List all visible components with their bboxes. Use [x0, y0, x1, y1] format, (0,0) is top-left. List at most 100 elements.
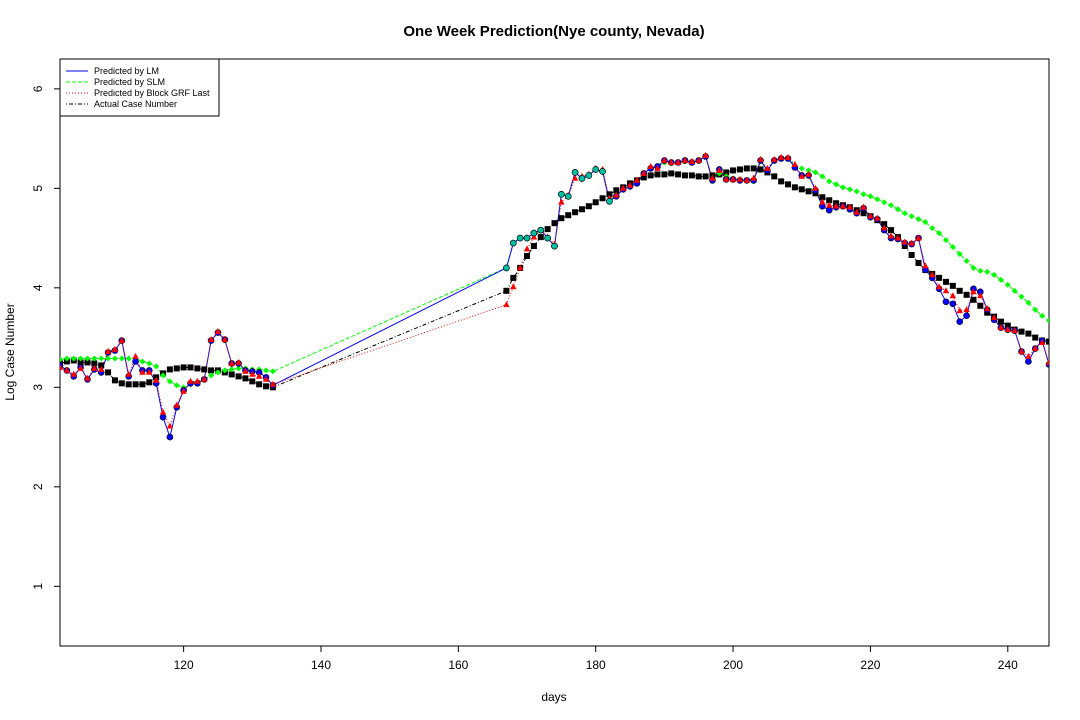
- grf-point: [166, 422, 174, 429]
- slm-point: [984, 268, 991, 275]
- slm-point: [798, 165, 805, 172]
- actual-point: [791, 184, 798, 191]
- actual-point: [743, 165, 750, 172]
- actual-point: [194, 365, 201, 372]
- y-axis-label: Log Case Number: [3, 303, 17, 400]
- overlap-point: [592, 166, 600, 173]
- grf-point: [894, 234, 902, 241]
- actual-point: [599, 195, 606, 202]
- grf-point: [180, 387, 187, 394]
- grf-point: [723, 175, 730, 182]
- grf-point: [970, 288, 977, 295]
- grf-point: [709, 174, 716, 181]
- slm-point: [84, 355, 91, 362]
- slm-point: [125, 355, 132, 362]
- slm-point: [963, 257, 970, 264]
- lm-point: [160, 414, 167, 421]
- overlap-point: [571, 169, 579, 176]
- slm-point: [146, 360, 153, 367]
- slm-point: [915, 216, 922, 223]
- grf-point: [661, 156, 668, 163]
- slm-point: [221, 367, 228, 374]
- slm-point: [991, 271, 998, 278]
- slm-point: [812, 169, 819, 176]
- actual-point: [977, 302, 984, 309]
- grf-point: [846, 203, 854, 210]
- grf-point: [832, 202, 840, 209]
- overlap-point: [606, 197, 613, 205]
- actual-point: [558, 215, 565, 222]
- x-tick-label: 120: [174, 658, 194, 672]
- lm-point: [977, 288, 984, 295]
- slm-point: [98, 355, 105, 362]
- lm-point-outline: [942, 298, 950, 306]
- grf-point: [997, 324, 1005, 331]
- actual-point: [125, 381, 132, 388]
- grf-point: [1032, 344, 1039, 351]
- lm-point: [1025, 358, 1032, 365]
- lm-point: [956, 318, 963, 325]
- grf-point: [757, 155, 764, 162]
- grf-point: [791, 160, 799, 167]
- grf-point: [146, 368, 153, 375]
- grf-point: [874, 214, 881, 221]
- actual-point: [702, 173, 709, 180]
- slm-point: [160, 372, 167, 379]
- actual-point: [572, 209, 579, 216]
- slm-point: [942, 237, 949, 244]
- overlap-point: [551, 242, 558, 250]
- overlap-point: [585, 172, 593, 179]
- grf-point: [812, 184, 819, 191]
- y-tick-label: 2: [31, 483, 45, 490]
- grf-point: [819, 198, 826, 205]
- grf-point: [207, 335, 215, 342]
- slm-point: [111, 355, 118, 362]
- legend-box: [59, 58, 220, 117]
- grf-point: [901, 238, 908, 245]
- series-line: [60, 167, 1049, 388]
- slm-point: [846, 186, 853, 193]
- grf-point: [860, 203, 867, 210]
- grf-point: [159, 408, 167, 415]
- grf-point: [729, 175, 737, 182]
- slm-point: [139, 358, 146, 365]
- grf-point: [839, 202, 847, 209]
- actual-point: [997, 318, 1004, 325]
- grf-point: [798, 172, 805, 179]
- grf-point: [558, 198, 565, 205]
- slm-point: [1018, 293, 1025, 300]
- actual-point: [242, 375, 249, 382]
- grf-point: [716, 166, 723, 173]
- actual-point: [860, 210, 867, 217]
- series-group: [60, 151, 1049, 441]
- grf-point: [805, 170, 812, 177]
- grf-point: [922, 262, 929, 269]
- actual-point: [565, 212, 572, 219]
- grf-point: [613, 191, 620, 198]
- y-tick-label: 3: [31, 384, 45, 391]
- grf-point: [826, 201, 833, 208]
- actual-point: [826, 197, 833, 204]
- slm-point: [908, 213, 915, 220]
- actual-point: [180, 364, 187, 371]
- actual-point: [544, 226, 551, 233]
- grf-point: [221, 335, 229, 342]
- grf-point: [956, 307, 963, 314]
- actual-point: [757, 166, 764, 173]
- actual-point: [201, 366, 208, 373]
- slm-point: [1039, 312, 1046, 319]
- overlap-point: [509, 239, 517, 247]
- grf-point: [214, 328, 222, 335]
- grf-point: [70, 370, 77, 377]
- actual-point: [970, 296, 977, 303]
- y-tick-label: 6: [31, 85, 45, 92]
- actual-point: [750, 165, 757, 172]
- actual-point: [256, 381, 263, 388]
- grf-point: [626, 181, 634, 188]
- slm-point: [839, 184, 846, 191]
- slm-point: [77, 355, 84, 362]
- slm-point: [173, 382, 180, 389]
- slm-point: [936, 230, 943, 237]
- grf-point: [640, 169, 647, 176]
- lm-point-outline: [60, 362, 64, 369]
